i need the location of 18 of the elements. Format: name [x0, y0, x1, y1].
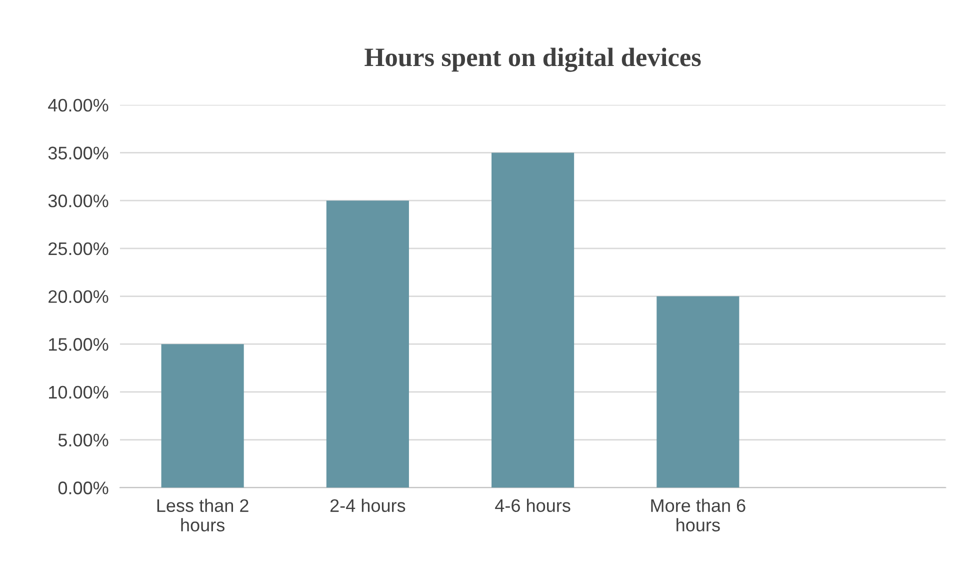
y-tick-label: 10.00%	[49, 386, 108, 399]
y-tick-label: 25.00%	[48, 242, 108, 256]
chart-title: Hours spent on digital devices	[364, 48, 701, 72]
y-tick-label: 5.00%	[58, 434, 108, 446]
x-tick-label: 4-6 hours	[495, 498, 570, 512]
bar	[492, 152, 574, 488]
y-tick-label: 15.00%	[49, 338, 108, 351]
y-tick-label: 35.00%	[48, 146, 108, 160]
y-tick-label: 20.00%	[48, 290, 108, 303]
bar	[326, 200, 409, 488]
y-tick-label: 0.00%	[58, 482, 108, 494]
y-tick-label: 40.00%	[48, 98, 108, 112]
x-tick-label: 2-4 hours	[330, 498, 406, 512]
x-tick-label: More than 6 hours	[651, 498, 746, 532]
x-tick-label: Less than 2 hours	[157, 498, 248, 532]
y-tick-label: 30.00%	[48, 194, 108, 208]
bar	[161, 344, 244, 488]
bar	[656, 296, 740, 488]
